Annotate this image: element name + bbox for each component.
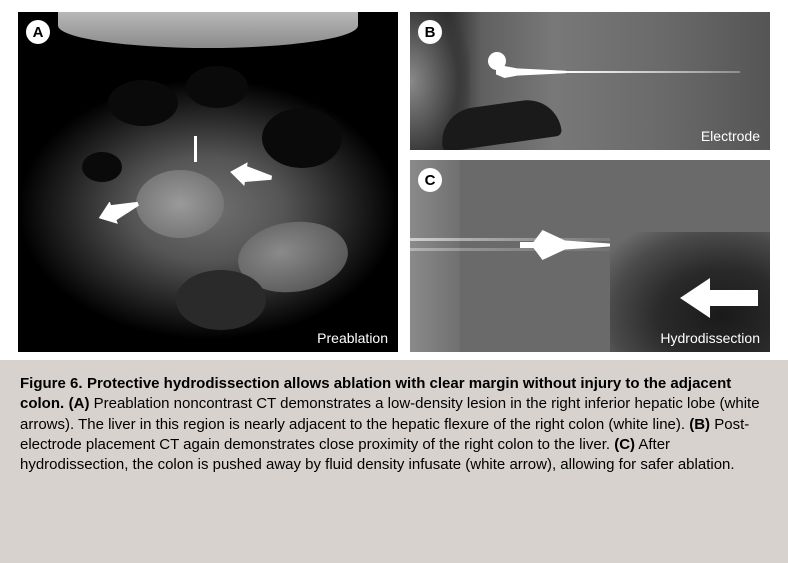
panel-label-a: Preablation xyxy=(317,330,388,346)
streak-artifact-1 xyxy=(410,238,610,241)
panel-letter-c: C xyxy=(418,168,442,192)
panel-letter-b: B xyxy=(418,20,442,44)
white-arrow-c xyxy=(680,278,758,318)
panel-label-b: Electrode xyxy=(701,128,760,144)
caption-body: (A) Preablation noncontrast CT demonstra… xyxy=(20,395,760,473)
ct-image-c xyxy=(410,160,770,352)
bowel-gas-1 xyxy=(108,80,178,126)
spine-shadow xyxy=(176,270,266,330)
electrode-needle-b xyxy=(560,71,740,73)
panel-letter-a: A xyxy=(26,20,50,44)
caption-label-c: (C) xyxy=(614,436,635,453)
figure-container: A Preablation B Electrode xyxy=(0,0,788,563)
white-arrow-left xyxy=(80,202,140,238)
bowel-gas-4 xyxy=(82,152,122,182)
panel-label-c: Hydrodissection xyxy=(660,330,760,346)
bowel-gas-3 xyxy=(262,108,342,168)
caption-label-b: (B) xyxy=(689,416,710,433)
caption-figure-number: Figure 6. xyxy=(20,375,83,392)
right-column: B Electrode C Hydrodissection xyxy=(410,12,770,352)
panel-c: C Hydrodissection xyxy=(410,160,770,352)
caption-label-a: (A) xyxy=(69,395,90,412)
hepatic-lesion xyxy=(136,170,224,238)
bowel-gas-2 xyxy=(186,66,248,108)
figure-caption: Figure 6. Protective hydrodissection all… xyxy=(0,360,788,563)
white-line-marker xyxy=(194,136,197,162)
panel-a: A Preablation xyxy=(18,12,398,352)
image-panels-row: A Preablation B Electrode xyxy=(0,0,788,360)
caption-text-a: Preablation noncontrast CT demonstrates … xyxy=(20,395,760,432)
left-column: A Preablation xyxy=(18,12,398,352)
panel-b: B Electrode xyxy=(410,12,770,150)
white-arrow-right xyxy=(218,162,272,194)
